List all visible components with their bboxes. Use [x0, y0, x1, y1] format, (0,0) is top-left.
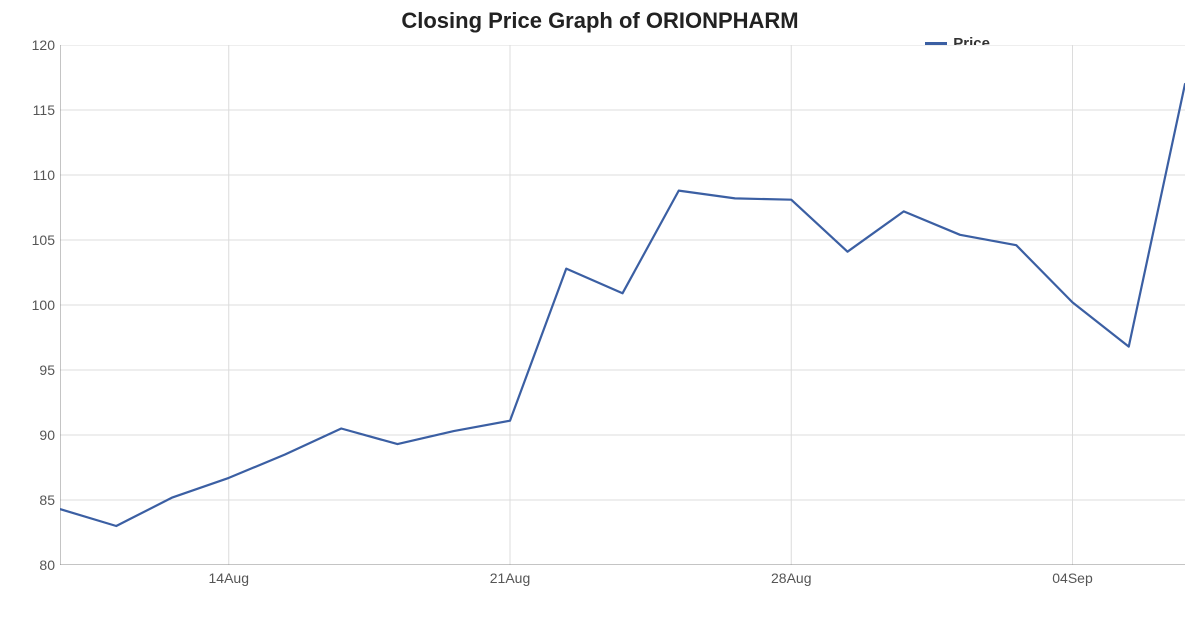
- chart-title: Closing Price Graph of ORIONPHARM: [0, 8, 1200, 34]
- y-tick-label: 90: [7, 427, 55, 443]
- x-tick-label: 04Sep: [1052, 570, 1092, 586]
- y-tick-label: 100: [7, 297, 55, 313]
- chart-container: Closing Price Graph of ORIONPHARM Price …: [0, 0, 1200, 630]
- y-tick-label: 120: [7, 37, 55, 53]
- y-tick-label: 115: [7, 102, 55, 118]
- x-tick-label: 14Aug: [209, 570, 249, 586]
- chart-svg: [60, 45, 1185, 565]
- x-tick-label: 21Aug: [490, 570, 530, 586]
- y-tick-label: 85: [7, 492, 55, 508]
- y-tick-label: 105: [7, 232, 55, 248]
- y-tick-label: 80: [7, 557, 55, 573]
- y-tick-label: 110: [7, 167, 55, 183]
- plot-area: [60, 45, 1185, 565]
- x-tick-label: 28Aug: [771, 570, 811, 586]
- y-tick-label: 95: [7, 362, 55, 378]
